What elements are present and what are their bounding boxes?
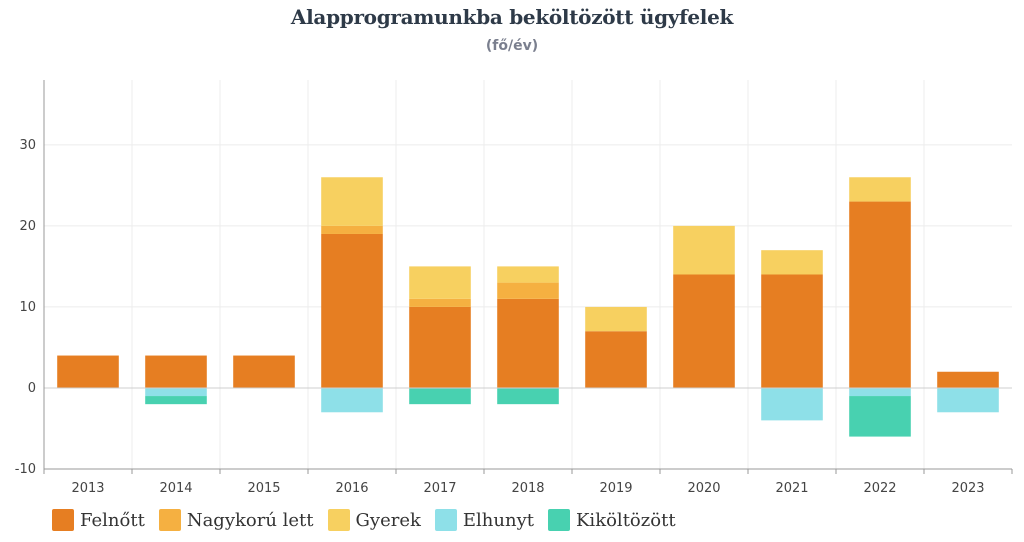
y-tick-label: 0 (28, 381, 36, 396)
x-tick-label: 2014 (159, 481, 192, 496)
bar-2014-elhunyt (145, 387, 207, 397)
legend-item-gyerek[interactable]: Gyerek (327, 509, 421, 531)
x-tick-label: 2018 (511, 481, 544, 496)
legend-label: Felnőtt (80, 509, 145, 531)
legend-swatch (52, 509, 74, 531)
x-tick-label: 2021 (775, 481, 808, 496)
bar-2017-kiköltözött (409, 387, 471, 405)
bar-2016-gyerek (321, 177, 383, 226)
x-tick-label: 2020 (687, 481, 720, 496)
y-tick-label: 20 (19, 219, 36, 234)
bar-2023-elhunyt (937, 387, 999, 413)
bar-2021-gyerek (761, 250, 823, 275)
bar-2020-gyerek (673, 225, 735, 275)
bar-2022-kiköltözött (849, 396, 911, 437)
legend-swatch (547, 509, 570, 531)
x-tick-label: 2022 (863, 481, 896, 496)
chart-title: Alapprogramunkba beköltözött ügyfelek (290, 5, 734, 29)
bar-2018-nagykorú-lett (497, 282, 559, 299)
bar-2022-felnőtt (849, 201, 911, 388)
y-tick-label: 30 (19, 138, 36, 153)
bar-2013-felnőtt (57, 355, 119, 388)
bar-2018-gyerek (497, 266, 559, 283)
bar-2014-felnőtt (145, 355, 207, 388)
legend-label: Elhunyt (462, 509, 534, 531)
legend-item-nagykorú-lett[interactable]: Nagykorú lett (158, 509, 314, 531)
bar-2018-kiköltözött (497, 387, 559, 405)
legend-swatch (327, 509, 350, 531)
legend-label: Gyerek (355, 509, 421, 531)
x-tick-label: 2019 (599, 481, 632, 496)
legend-label: Nagykorú lett (186, 509, 314, 531)
bar-2021-elhunyt (761, 387, 823, 421)
legend-label: Kiköltözött (575, 509, 676, 531)
bar-2016-nagykorú-lett (321, 225, 383, 234)
bar-2019-gyerek (585, 306, 647, 332)
bar-2019-felnőtt (585, 331, 647, 388)
legend-item-kiköltözött[interactable]: Kiköltözött (547, 509, 676, 531)
bar-2017-gyerek (409, 266, 471, 299)
bar-2022-gyerek (849, 177, 911, 202)
axes: -10 0 10 20 30 2013 2014 2015 2016 2017 2018 2019 20… (15, 80, 1013, 496)
y-tick-label: -10 (15, 462, 36, 477)
legend: Felnőtt Nagykorú lett Gyerek Elhunyt Kiköltö… (52, 506, 690, 534)
bar-2014-kiköltözött (145, 396, 207, 405)
x-tick-label: 2015 (247, 481, 280, 496)
bar-2017-nagykorú-lett (409, 298, 471, 307)
bar-2016-elhunyt (321, 387, 383, 413)
bars (57, 177, 999, 437)
chart-subtitle: (fő/év) (485, 38, 539, 54)
legend-item-elhunyt[interactable]: Elhunyt (434, 509, 534, 531)
bar-2016-felnőtt (321, 233, 383, 388)
bar-2023-felnőtt (937, 371, 999, 388)
x-tick-label: 2013 (71, 481, 104, 496)
y-tick-label: 10 (19, 300, 36, 315)
legend-swatch (158, 509, 181, 531)
x-tick-label: 2017 (423, 481, 456, 496)
bar-2022-elhunyt (849, 387, 911, 397)
bar-2015-felnőtt (233, 355, 295, 388)
x-tick-label: 2023 (951, 481, 984, 496)
bar-2017-felnőtt (409, 306, 471, 388)
bar-2018-felnőtt (497, 298, 559, 388)
legend-swatch (434, 509, 457, 531)
legend-item-felnőtt[interactable]: Felnőtt (52, 509, 145, 531)
bar-2020-felnőtt (673, 274, 735, 388)
x-tick-label: 2016 (335, 481, 368, 496)
bar-2021-felnőtt (761, 274, 823, 388)
